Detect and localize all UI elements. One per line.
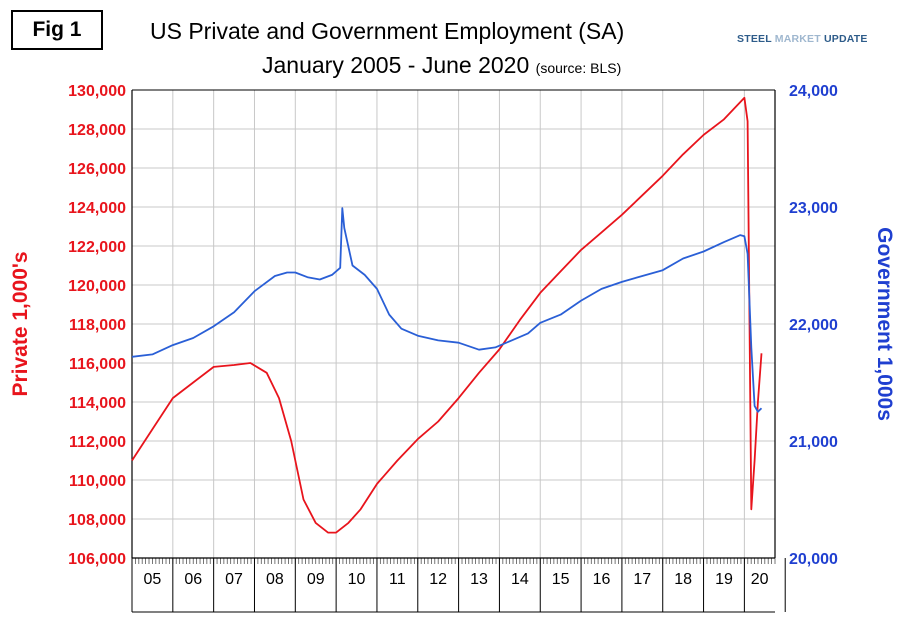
x-category-label: 14: [511, 571, 529, 588]
x-category-label: 15: [552, 571, 570, 588]
left-tick-label: 128,000: [68, 122, 126, 139]
brand-part-2: MARKET: [774, 33, 821, 45]
right-tick-label: 24,000: [789, 83, 838, 100]
axes: [131, 89, 786, 613]
x-category-label: 05: [144, 571, 162, 588]
x-category-label: 07: [225, 571, 243, 588]
x-category-label: 17: [633, 571, 651, 588]
x-category-label: 12: [429, 571, 447, 588]
subtitle-text: January 2005 - June 2020: [262, 52, 530, 78]
source-note: (source: BLS): [535, 60, 622, 76]
x-category-label: 08: [266, 571, 284, 588]
left-tick-label: 106,000: [68, 551, 126, 568]
x-category-label: 20: [751, 571, 769, 588]
right-tick-label: 23,000: [789, 200, 838, 217]
figure-label: Fig 1: [11, 10, 103, 50]
x-category-label: 13: [470, 571, 488, 588]
left-tick-label: 126,000: [68, 161, 126, 178]
right-axis-tick-labels: 20,000 21,000 22,000 23,000 24,000: [789, 83, 838, 568]
x-category-label: 18: [674, 571, 692, 588]
x-category-label: 10: [348, 571, 366, 588]
government-series-line: [131, 207, 763, 413]
left-tick-label: 122,000: [68, 239, 126, 256]
private-series-line: [131, 96, 763, 534]
grid-lines: [132, 89, 775, 559]
brand-part-3: UPDATE: [820, 33, 868, 45]
left-tick-label: 124,000: [68, 200, 126, 217]
x-axis-category-labels: 05 06 07 08 09 10 11 12 13 14 15 16 17 18 19 20: [144, 571, 769, 588]
x-category-label: 16: [593, 571, 611, 588]
left-tick-label: 120,000: [68, 278, 126, 295]
left-tick-label: 118,000: [69, 317, 126, 334]
right-tick-label: 20,000: [789, 551, 838, 568]
series-lines: [131, 96, 763, 534]
x-category-label: 11: [389, 571, 406, 588]
chart-title: US Private and Government Employment (SA…: [150, 18, 625, 44]
right-tick-label: 22,000: [789, 317, 838, 334]
right-axis-label: Government 1,000s: [873, 227, 896, 421]
brand-logo: STEEL MARKET UPDATE: [737, 33, 868, 45]
x-category-label: 09: [307, 571, 325, 588]
left-tick-label: 110,000: [69, 473, 126, 490]
right-tick-label: 21,000: [789, 434, 838, 451]
left-tick-label: 114,000: [69, 395, 126, 412]
left-tick-label: 116,000: [69, 356, 126, 373]
left-axis-label: Private 1,000's: [9, 251, 32, 396]
minor-ticks: [131, 558, 776, 564]
left-tick-label: 108,000: [68, 512, 126, 529]
x-category-label: 19: [715, 571, 733, 588]
brand-part-1: STEEL: [737, 33, 775, 45]
chart-subtitle: January 2005 - June 2020 (source: BLS): [262, 52, 621, 79]
x-category-label: 06: [184, 571, 202, 588]
left-axis-tick-labels: 106,000 108,000 110,000 112,000 114,000 116,0…: [68, 83, 126, 568]
left-tick-label: 112,000: [69, 434, 126, 451]
left-tick-label: 130,000: [68, 83, 126, 100]
